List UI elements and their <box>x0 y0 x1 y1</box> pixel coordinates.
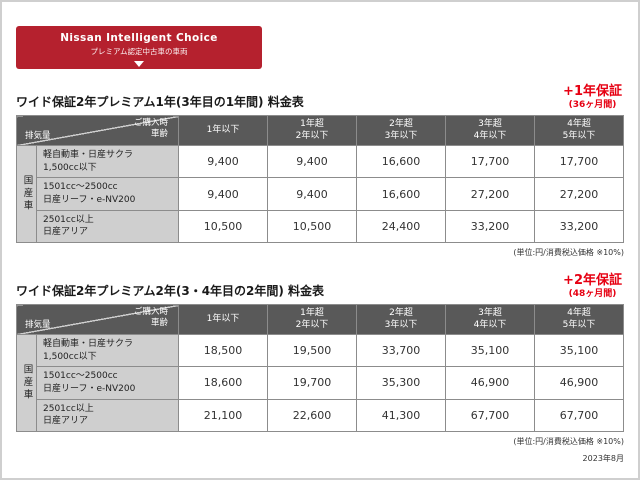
price-cell: 10,500 <box>267 209 357 243</box>
col-header-2y: 1年超 2年以下 <box>267 304 357 336</box>
table-row: 1501cc〜2500cc 日産リーフ・e-NV200 9,400 9,400 1… <box>17 177 624 211</box>
price-cell: 27,200 <box>445 177 535 211</box>
price-table-2: ご購入時 車齢 排気量 1年以下 1年超 2年以下 2年超 3年以下 3年超 4年以下… <box>16 304 624 432</box>
col-header-4y: 3年超 4年以下 <box>445 115 535 147</box>
corner-top-line2: 車齢 <box>150 128 168 139</box>
corner-displacement-label: 排気量 <box>25 320 51 331</box>
corner-header-cell: ご購入時 車齢 排気量 <box>16 304 179 336</box>
col-header-5y: 4年超 5年以下 <box>534 115 624 147</box>
price-cell: 35,100 <box>534 334 624 368</box>
price-cell: 22,600 <box>267 398 357 432</box>
section2-badge: +2年保証 (48ヶ月間) <box>563 272 624 299</box>
price-cell: 33,200 <box>445 209 535 243</box>
row-label-mid: 1501cc〜2500cc 日産リーフ・e-NV200 <box>36 366 179 400</box>
price-cell: 35,100 <box>445 334 535 368</box>
col-header-4y: 3年超 4年以下 <box>445 304 535 336</box>
price-cell: 9,400 <box>178 145 268 179</box>
price-cell: 9,400 <box>178 177 268 211</box>
table-row: 国産車 軽自動車・日産サクラ 1,500cc以下 9,400 9,400 16,6… <box>16 145 624 243</box>
price-cell: 19,500 <box>267 334 357 368</box>
section2-badge-main: +2年保証 <box>563 272 622 288</box>
section2-badge-sub: (48ヶ月間) <box>568 288 617 299</box>
table-row: 2501cc以上 日産アリア 21,100 22,600 41,300 67,70… <box>17 398 624 432</box>
price-cell: 19,700 <box>267 366 357 400</box>
price-cell: 67,700 <box>445 398 535 432</box>
col-header-3y: 2年超 3年以下 <box>356 304 446 336</box>
price-cell: 46,900 <box>445 366 535 400</box>
price-cell: 16,600 <box>356 177 446 211</box>
price-cell: 16,600 <box>356 145 446 179</box>
banner-subtitle: プレミアム認定中古車の車両 <box>90 47 188 56</box>
unit-note-2: (単位:円/消費税込価格 ※10%) <box>513 436 624 446</box>
table-header-row: ご購入時 車齢 排気量 1年以下 1年超 2年以下 2年超 3年以下 3年超 4年以下… <box>16 304 624 336</box>
nissan-intelligent-choice-banner: Nissan Intelligent Choice プレミアム認定中古車の車両 <box>16 26 262 69</box>
group-label-domestic: 国産車 <box>16 334 37 432</box>
corner-displacement-label: 排気量 <box>25 131 51 142</box>
price-cell: 17,700 <box>445 145 535 179</box>
unit-note-1: (単位:円/消費税込価格 ※10%) <box>513 247 624 257</box>
price-cell: 10,500 <box>178 209 268 243</box>
table-row: 2501cc以上 日産アリア 10,500 10,500 24,400 33,20… <box>17 209 624 243</box>
row-label-kei: 軽自動車・日産サクラ 1,500cc以下 <box>36 145 179 179</box>
col-header-2y: 1年超 2年以下 <box>267 115 357 147</box>
table-row: 国産車 軽自動車・日産サクラ 1,500cc以下 18,500 19,500 33… <box>16 334 624 432</box>
row-label-kei: 軽自動車・日産サクラ 1,500cc以下 <box>36 334 179 368</box>
price-cell: 21,100 <box>178 398 268 432</box>
price-cell: 67,700 <box>534 398 624 432</box>
price-cell: 33,700 <box>356 334 446 368</box>
section1-badge-sub: (36ヶ月間) <box>568 99 617 110</box>
col-header-1y: 1年以下 <box>178 115 268 147</box>
corner-header-cell: ご購入時 車齢 排気量 <box>16 115 179 147</box>
table-header-row: ご購入時 車齢 排気量 1年以下 1年超 2年以下 2年超 3年以下 3年超 4年以下… <box>16 115 624 147</box>
price-cell: 24,400 <box>356 209 446 243</box>
price-cell: 17,700 <box>534 145 624 179</box>
corner-top-line1: ご購入時 <box>133 118 168 129</box>
section1-badge: +1年保証 (36ヶ月間) <box>563 84 624 110</box>
price-cell: 18,500 <box>178 334 268 368</box>
footer-date: 2023年8月 <box>582 453 624 463</box>
corner-top-line2: 車齢 <box>150 317 168 328</box>
row-label-mid: 1501cc〜2500cc 日産リーフ・e-NV200 <box>36 177 179 211</box>
col-header-5y: 4年超 5年以下 <box>534 304 624 336</box>
col-header-3y: 2年超 3年以下 <box>356 115 446 147</box>
section1-badge-main: +1年保証 <box>563 84 622 99</box>
group-label-domestic: 国産車 <box>16 145 37 243</box>
corner-purchase-age-label: ご購入時 車齢 <box>134 307 168 328</box>
banner-title: Nissan Intelligent Choice <box>60 32 218 44</box>
price-cell: 9,400 <box>267 145 357 179</box>
corner-purchase-age-label: ご購入時 車齢 <box>134 118 168 139</box>
price-cell: 9,400 <box>267 177 357 211</box>
corner-top-line1: ご購入時 <box>133 307 168 318</box>
col-header-1y: 1年以下 <box>178 304 268 336</box>
chevron-down-icon <box>134 61 144 67</box>
section1-title: ワイド保証2年プレミアム1年(3年目の1年間) 料金表 <box>16 95 304 110</box>
row-label-large: 2501cc以上 日産アリア <box>36 398 179 432</box>
price-cell: 18,600 <box>178 366 268 400</box>
section2-title: ワイド保証2年プレミアム2年(3・4年目の2年間) 料金表 <box>16 284 325 299</box>
table-row: 1501cc〜2500cc 日産リーフ・e-NV200 18,600 19,700… <box>17 366 624 400</box>
price-cell: 35,300 <box>356 366 446 400</box>
price-cell: 33,200 <box>534 209 624 243</box>
section-premium-1year: ワイド保証2年プレミアム1年(3年目の1年間) 料金表 +1年保証 (36ヶ月間… <box>16 84 624 258</box>
price-table-1: ご購入時 車齢 排気量 1年以下 1年超 2年以下 2年超 3年以下 3年超 4年以下… <box>16 115 624 243</box>
price-cell: 27,200 <box>534 177 624 211</box>
section-premium-2year: ワイド保証2年プレミアム2年(3・4年目の2年間) 料金表 +2年保証 (48ヶ… <box>16 272 624 447</box>
price-cell: 46,900 <box>534 366 624 400</box>
price-cell: 41,300 <box>356 398 446 432</box>
row-label-large: 2501cc以上 日産アリア <box>36 209 179 243</box>
